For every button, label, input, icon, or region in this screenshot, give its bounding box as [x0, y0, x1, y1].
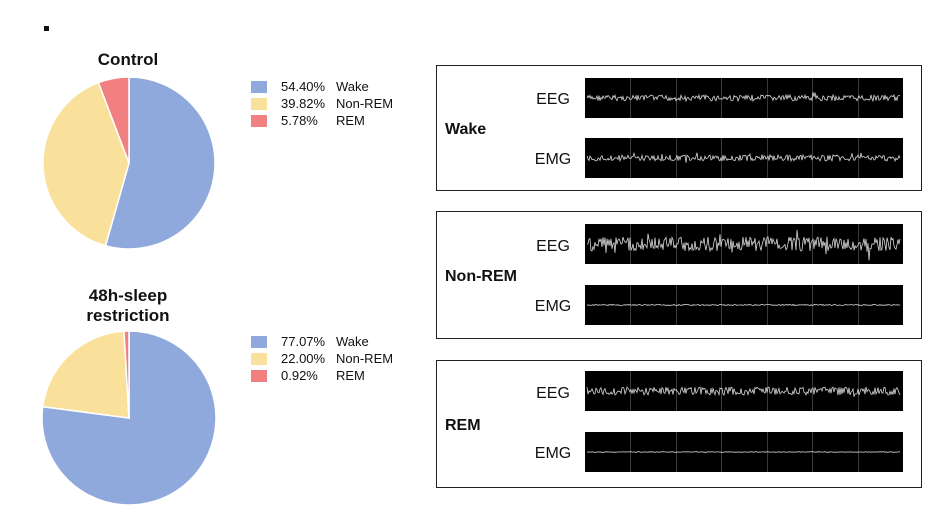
wake-emg-trace: [585, 138, 903, 178]
legend-item-wake: 54.40% Wake: [251, 78, 393, 95]
control-pie-title: Control: [97, 50, 159, 69]
eeg-label: EEG: [536, 385, 570, 402]
legend-item-rem: 5.78% REM: [251, 112, 393, 129]
legend-pct: 54.40%: [281, 79, 326, 94]
emg-label: EMG: [534, 298, 572, 315]
legend-swatch-rem: [251, 114, 267, 127]
rem-eeg-trace: [585, 371, 903, 411]
eeg-label: EEG: [536, 91, 570, 108]
rem-emg-trace: [585, 432, 903, 472]
signal-waveform: [586, 303, 901, 307]
pie-slice-rem: [123, 330, 130, 419]
restriction-pie-title: 48h-sleep restriction: [58, 286, 198, 326]
restriction-legend: 77.07% Wake 22.00% Non-REM 0.92% REM: [251, 333, 393, 384]
signal-waveform: [586, 229, 901, 261]
restriction-pie-chart: [41, 330, 217, 506]
wake-trace-panel: Wake EEG EMG: [436, 65, 922, 191]
non-rem-emg-trace: [585, 285, 903, 325]
legend-pct: 77.07%: [281, 334, 326, 349]
pie-slice-wake: [104, 76, 216, 250]
emg-label: EMG: [534, 445, 572, 462]
rem-trace-panel: REM EEG EMG: [436, 360, 922, 488]
control-legend: 54.40% Wake 39.82% Non-REM 5.78% REM: [251, 78, 393, 129]
pie-slice-rem: [97, 76, 130, 164]
signal-waveform: [586, 451, 901, 453]
signal-waveform: [586, 92, 901, 103]
legend-swatch-non-rem: [251, 97, 267, 110]
emg-label: EMG: [534, 151, 572, 168]
legend-pct: 22.00%: [281, 351, 326, 366]
pie-slice-non-rem: [41, 330, 130, 419]
legend-label: Non-REM: [336, 96, 394, 111]
legend-swatch-non-rem: [251, 352, 267, 365]
legend-swatch-wake: [251, 80, 267, 93]
legend-label: REM: [336, 113, 365, 128]
legend-swatch-rem: [251, 369, 267, 382]
legend-item-wake: 77.07% Wake: [251, 333, 393, 350]
legend-pct: 39.82%: [281, 96, 326, 111]
legend-pct: 5.78%: [281, 113, 318, 128]
trace-background: [585, 138, 903, 178]
legend-label: Wake: [336, 334, 369, 349]
panel-marker: [44, 26, 49, 31]
legend-item-non-rem: 39.82% Non-REM: [251, 95, 393, 112]
state-label-rem: REM: [445, 417, 481, 434]
trace-background: [585, 371, 903, 411]
non-rem-trace-panel: Non-REM EEG EMG: [436, 211, 922, 339]
legend-swatch-wake: [251, 335, 267, 348]
state-label-non-rem: Non-REM: [445, 268, 517, 285]
legend-label: Wake: [336, 79, 369, 94]
legend-label: Non-REM: [336, 351, 394, 366]
signal-waveform: [586, 151, 901, 163]
legend-label: REM: [336, 368, 365, 383]
signal-waveform: [586, 386, 901, 397]
legend-pct: 0.92%: [281, 368, 318, 383]
wake-eeg-trace: [585, 78, 903, 118]
restriction-title-line2: restriction: [86, 306, 170, 325]
state-label-wake: Wake: [445, 121, 487, 138]
non-rem-eeg-trace: [585, 224, 903, 264]
legend-item-rem: 0.92% REM: [251, 367, 393, 384]
restriction-title-line1: 48h-sleep: [88, 286, 168, 305]
legend-item-non-rem: 22.00% Non-REM: [251, 350, 393, 367]
pie-slice-non-rem: [42, 81, 130, 247]
eeg-label: EEG: [536, 238, 570, 255]
control-pie-chart: [42, 76, 216, 250]
